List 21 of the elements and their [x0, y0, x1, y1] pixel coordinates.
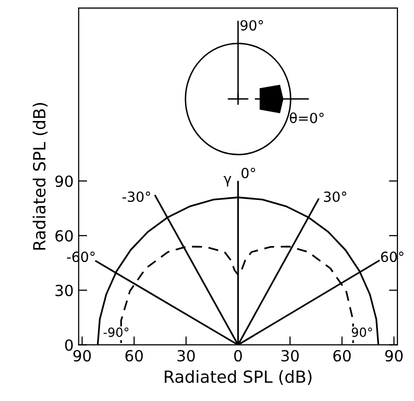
x-tick-label: 60	[125, 350, 143, 362]
annotation: 30°	[324, 191, 346, 202]
annotation: -30°	[122, 191, 150, 202]
annotation: -90°	[104, 328, 128, 337]
y-tick-label: 60	[55, 230, 73, 242]
y-axis-title: Radiated SPL (dB)	[32, 103, 48, 250]
annotation: 90°	[240, 20, 263, 31]
annotation: 90°	[352, 328, 372, 337]
x-tick-label: 30	[178, 350, 195, 362]
annotation: θ=0°	[290, 112, 324, 124]
x-tick-label: 0	[234, 350, 242, 362]
y-tick-label: 30	[56, 284, 73, 296]
x-axis-title: Radiated SPL (dB)	[164, 370, 312, 385]
x-tick-label: 90	[385, 350, 403, 362]
y-tick-label: 0	[65, 339, 73, 351]
annotation: 0°	[242, 168, 256, 178]
y-tick-label: 90	[55, 175, 73, 188]
annotation: γ	[224, 176, 232, 187]
x-tick-label: 90	[73, 350, 91, 362]
x-tick-label: 30	[281, 350, 299, 362]
x-tick-label: 60	[333, 350, 351, 362]
